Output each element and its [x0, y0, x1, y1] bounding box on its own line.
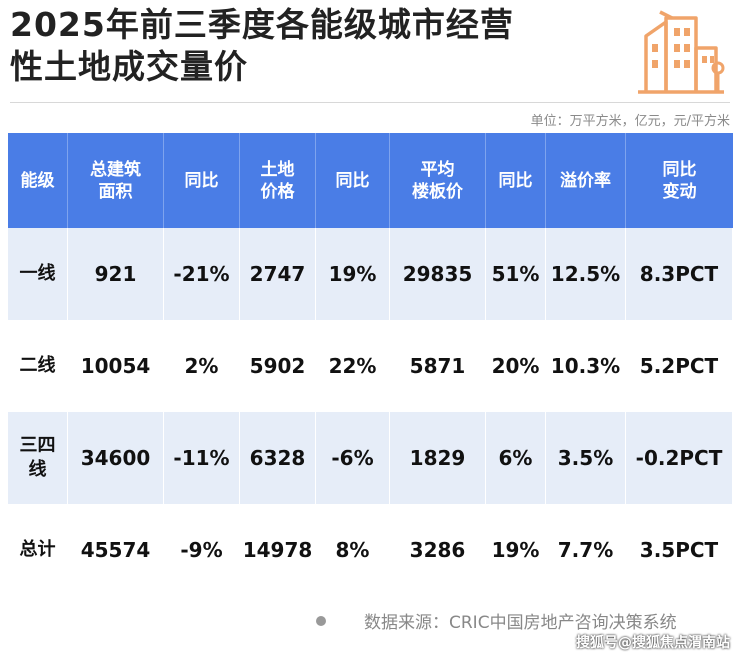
- cell-area-yoy: -21%: [164, 228, 240, 320]
- cell-avg-floor-price: 29835: [390, 228, 486, 320]
- cell-floor-price-yoy: 51%: [486, 228, 546, 320]
- cell-floor-price-yoy: 6%: [486, 412, 546, 504]
- credit-watermark: 搜狐号@搜狐焦点渭南站: [576, 635, 730, 651]
- cell-avg-floor-price: 1829: [390, 412, 486, 504]
- cell-land-price: 6328: [240, 412, 316, 504]
- cell-area-yoy: -9%: [164, 504, 240, 596]
- cell-premium-rate: 7.7%: [546, 504, 626, 596]
- table-row: 一线 921 -21% 2747 19% 29835 51% 12.5% 8.3…: [8, 228, 733, 320]
- header-avg-floor-price: 平均 楼板价: [390, 133, 486, 228]
- data-source-text: 数据来源：CRIC中国房地产咨询决策系统: [364, 613, 677, 633]
- cell-floor-price-yoy: 20%: [486, 320, 546, 412]
- cell-premium-change: 8.3PCT: [626, 228, 733, 320]
- header-level: 能级: [8, 133, 68, 228]
- table-row: 三四线 34600 -11% 6328 -6% 1829 6% 3.5% -0.…: [8, 412, 733, 504]
- data-source-note: 数据来源：CRIC中国房地产咨询决策系统: [316, 608, 677, 633]
- row-level: 三四线: [8, 412, 68, 504]
- table-row: 二线 10054 2% 5902 22% 5871 20% 10.3% 5.2P…: [8, 320, 733, 412]
- cell-total-area: 10054: [68, 320, 164, 412]
- cell-premium-rate: 10.3%: [546, 320, 626, 412]
- cell-land-price: 2747: [240, 228, 316, 320]
- cell-avg-floor-price: 3286: [390, 504, 486, 596]
- cell-floor-price-yoy: 19%: [486, 504, 546, 596]
- bullet-dot-icon: [316, 615, 326, 626]
- page-title: 2025年前三季度各能级城市经营 性土地成交量价: [10, 4, 620, 88]
- cell-area-yoy: 2%: [164, 320, 240, 412]
- title-line-1: 2025年前三季度各能级城市经营: [10, 5, 514, 44]
- row-level: 二线: [8, 320, 68, 412]
- cell-price-yoy: 19%: [316, 228, 390, 320]
- cell-land-price: 14978: [240, 504, 316, 596]
- cell-price-yoy: 22%: [316, 320, 390, 412]
- cell-land-price: 5902: [240, 320, 316, 412]
- cell-total-area: 921: [68, 228, 164, 320]
- header-floor-price-yoy: 同比: [486, 133, 546, 228]
- cell-price-yoy: -6%: [316, 412, 390, 504]
- land-transaction-table: 能级 总建筑 面积 同比 土地 价格 同比 平均 楼板价 同比 溢价率 同比 变动 一线…: [8, 133, 733, 596]
- cell-premium-rate: 12.5%: [546, 228, 626, 320]
- header-premium-rate: 溢价率: [546, 133, 626, 228]
- title-divider: [10, 102, 730, 103]
- cell-price-yoy: 8%: [316, 504, 390, 596]
- cell-total-area: 34600: [68, 412, 164, 504]
- header-total-area: 总建筑 面积: [68, 133, 164, 228]
- header-price-yoy: 同比: [316, 133, 390, 228]
- cell-premium-change: -0.2PCT: [626, 412, 733, 504]
- cell-total-area: 45574: [68, 504, 164, 596]
- title-line-2: 性土地成交量价: [10, 47, 248, 86]
- header-area-yoy: 同比: [164, 133, 240, 228]
- cell-premium-change: 3.5PCT: [626, 504, 733, 596]
- row-level: 一线: [8, 228, 68, 320]
- cell-area-yoy: -11%: [164, 412, 240, 504]
- unit-note: 单位：万平方米，亿元，元/平方米: [530, 114, 730, 129]
- cell-premium-rate: 3.5%: [546, 412, 626, 504]
- table-header-row: 能级 总建筑 面积 同比 土地 价格 同比 平均 楼板价 同比 溢价率 同比 变动: [8, 133, 733, 228]
- row-level: 总计: [8, 504, 68, 596]
- building-logo-icon: [638, 10, 725, 94]
- cell-premium-change: 5.2PCT: [626, 320, 733, 412]
- table-row: 总计 45574 -9% 14978 8% 3286 19% 7.7% 3.5P…: [8, 504, 733, 596]
- header-premium-change: 同比 变动: [626, 133, 733, 228]
- header-land-price: 土地 价格: [240, 133, 316, 228]
- cell-avg-floor-price: 5871: [390, 320, 486, 412]
